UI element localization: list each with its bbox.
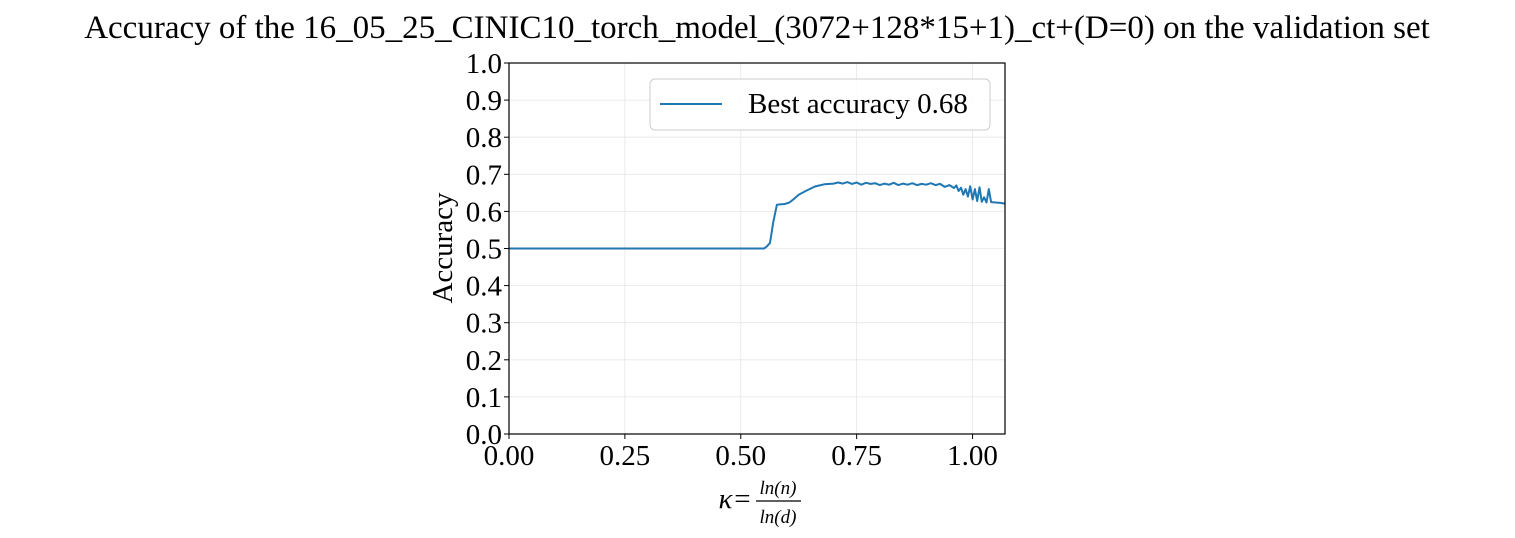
y-tick-label: 0.9 [466,85,502,117]
chart-title: Accuracy of the 16_05_25_CINIC10_torch_m… [84,10,1430,46]
x-tick-label: 1.00 [947,440,998,472]
y-tick-label: 0.0 [466,419,502,451]
x-axis-label-denominator: ln(d) [760,507,797,528]
legend: Best accuracy 0.68 [649,78,991,131]
legend-label: Best accuracy 0.68 [748,88,968,120]
y-tick-label: 0.8 [466,122,502,154]
legend-box [649,78,991,131]
y-tick-label: 0.6 [466,196,502,228]
y-tick-label: 0.2 [466,345,502,377]
x-tick-label: 0.75 [831,440,882,472]
x-tick-label: 0.25 [600,440,651,472]
series-line-0 [509,181,1006,250]
series-layer [509,181,1006,250]
y-tick-label: 0.3 [466,308,502,340]
axis-ticks: 0.00 0.25 0.50 0.75 1.00 0.0 0.1 0.2 0.3 0.4 0.5 0.… [466,48,998,472]
x-axis-label-numerator: ln(n) [760,478,797,499]
y-tick-label: 0.4 [466,271,503,303]
x-tick-label: 0.50 [715,440,766,472]
x-axis-label-kappa: κ= [719,483,753,515]
x-tick-label: 0.00 [484,440,535,472]
y-tick-label: 0.1 [466,382,502,414]
y-tick-label: 0.7 [466,159,502,191]
y-tick-label: 1.0 [466,48,502,80]
x-axis-label: κ= ln(n) ln(d) [719,478,801,528]
y-tick-label: 0.5 [466,234,502,266]
y-axis-label: Accuracy [427,192,459,304]
